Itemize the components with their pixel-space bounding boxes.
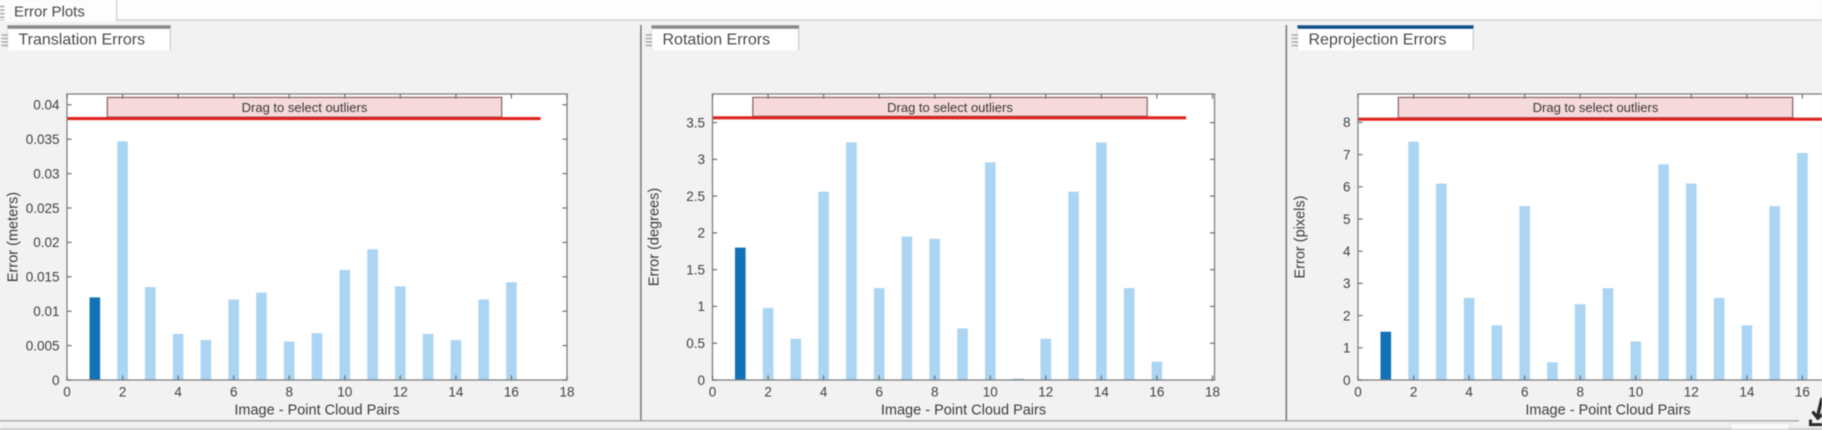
svg-text:5: 5 xyxy=(1343,212,1351,227)
svg-text:0.02: 0.02 xyxy=(33,235,59,250)
svg-text:0.03: 0.03 xyxy=(33,166,59,181)
svg-text:14: 14 xyxy=(448,385,464,400)
svg-text:18: 18 xyxy=(1205,385,1220,400)
svg-text:0.04: 0.04 xyxy=(33,98,60,113)
svg-text:4: 4 xyxy=(1465,385,1473,400)
svg-text:2: 2 xyxy=(1343,308,1351,323)
svg-text:8: 8 xyxy=(931,385,939,400)
svg-text:0.005: 0.005 xyxy=(26,338,60,353)
svg-text:16: 16 xyxy=(1795,385,1810,400)
svg-text:0.025: 0.025 xyxy=(26,201,60,216)
svg-text:2: 2 xyxy=(119,385,127,400)
svg-text:Reprojection Errors: Reprojection Errors xyxy=(1309,32,1447,49)
svg-text:4: 4 xyxy=(174,385,182,400)
svg-text:6: 6 xyxy=(230,385,238,400)
svg-text:12: 12 xyxy=(1038,385,1053,400)
svg-text:Translation Errors: Translation Errors xyxy=(19,32,146,49)
svg-text:4: 4 xyxy=(820,385,828,400)
svg-text:0.035: 0.035 xyxy=(26,132,60,147)
svg-text:6: 6 xyxy=(1343,180,1351,195)
svg-text:Error (meters): Error (meters) xyxy=(6,192,22,282)
svg-text:12: 12 xyxy=(1684,385,1699,400)
svg-text:0: 0 xyxy=(1343,373,1351,388)
svg-text:1: 1 xyxy=(1343,341,1351,356)
svg-text:7: 7 xyxy=(1343,147,1351,162)
svg-text:Image - Point Cloud Pairs: Image - Point Cloud Pairs xyxy=(1525,403,1690,419)
svg-text:Error Plots: Error Plots xyxy=(14,4,85,21)
svg-text:0: 0 xyxy=(697,373,705,388)
svg-text:Drag to select outliers: Drag to select outliers xyxy=(1533,100,1659,115)
svg-text:10: 10 xyxy=(983,385,998,400)
svg-text:0: 0 xyxy=(1354,385,1362,400)
svg-text:0.01: 0.01 xyxy=(33,304,59,319)
svg-text:6: 6 xyxy=(1521,385,1529,400)
svg-text:14: 14 xyxy=(1739,385,1755,400)
svg-text:8: 8 xyxy=(1343,115,1351,130)
svg-text:3.5: 3.5 xyxy=(686,115,705,130)
svg-text:1: 1 xyxy=(697,299,705,314)
svg-text:10: 10 xyxy=(1628,385,1643,400)
svg-text:Image - Point Cloud Pairs: Image - Point Cloud Pairs xyxy=(881,403,1046,419)
svg-text:2: 2 xyxy=(1410,385,1418,400)
svg-text:Drag to select outliers: Drag to select outliers xyxy=(887,100,1013,115)
svg-text:8: 8 xyxy=(285,385,293,400)
svg-text:18: 18 xyxy=(559,385,574,400)
svg-text:16: 16 xyxy=(1149,385,1164,400)
svg-text:10: 10 xyxy=(337,385,352,400)
svg-text:16: 16 xyxy=(504,385,519,400)
svg-text:6: 6 xyxy=(875,385,883,400)
svg-text:0.015: 0.015 xyxy=(26,270,60,285)
svg-text:0.5: 0.5 xyxy=(686,336,705,351)
svg-text:Drag to select outliers: Drag to select outliers xyxy=(242,100,368,115)
svg-text:Error (degrees): Error (degrees) xyxy=(647,188,663,286)
svg-text:Rotation Errors: Rotation Errors xyxy=(663,32,771,49)
svg-text:1.5: 1.5 xyxy=(686,263,705,278)
svg-text:0: 0 xyxy=(52,373,60,388)
svg-text:0: 0 xyxy=(63,385,71,400)
svg-text:8: 8 xyxy=(1576,385,1584,400)
svg-text:2.5: 2.5 xyxy=(686,189,705,204)
svg-text:0: 0 xyxy=(709,385,717,400)
svg-text:2: 2 xyxy=(764,385,772,400)
svg-text:2: 2 xyxy=(697,226,705,241)
svg-text:3: 3 xyxy=(1343,276,1351,291)
svg-text:Image - Point Cloud Pairs: Image - Point Cloud Pairs xyxy=(234,403,399,419)
svg-text:Error (pixels): Error (pixels) xyxy=(1293,196,1309,279)
svg-text:4: 4 xyxy=(1343,244,1351,259)
svg-text:3: 3 xyxy=(697,152,705,167)
svg-text:14: 14 xyxy=(1094,385,1110,400)
svg-text:12: 12 xyxy=(393,385,408,400)
